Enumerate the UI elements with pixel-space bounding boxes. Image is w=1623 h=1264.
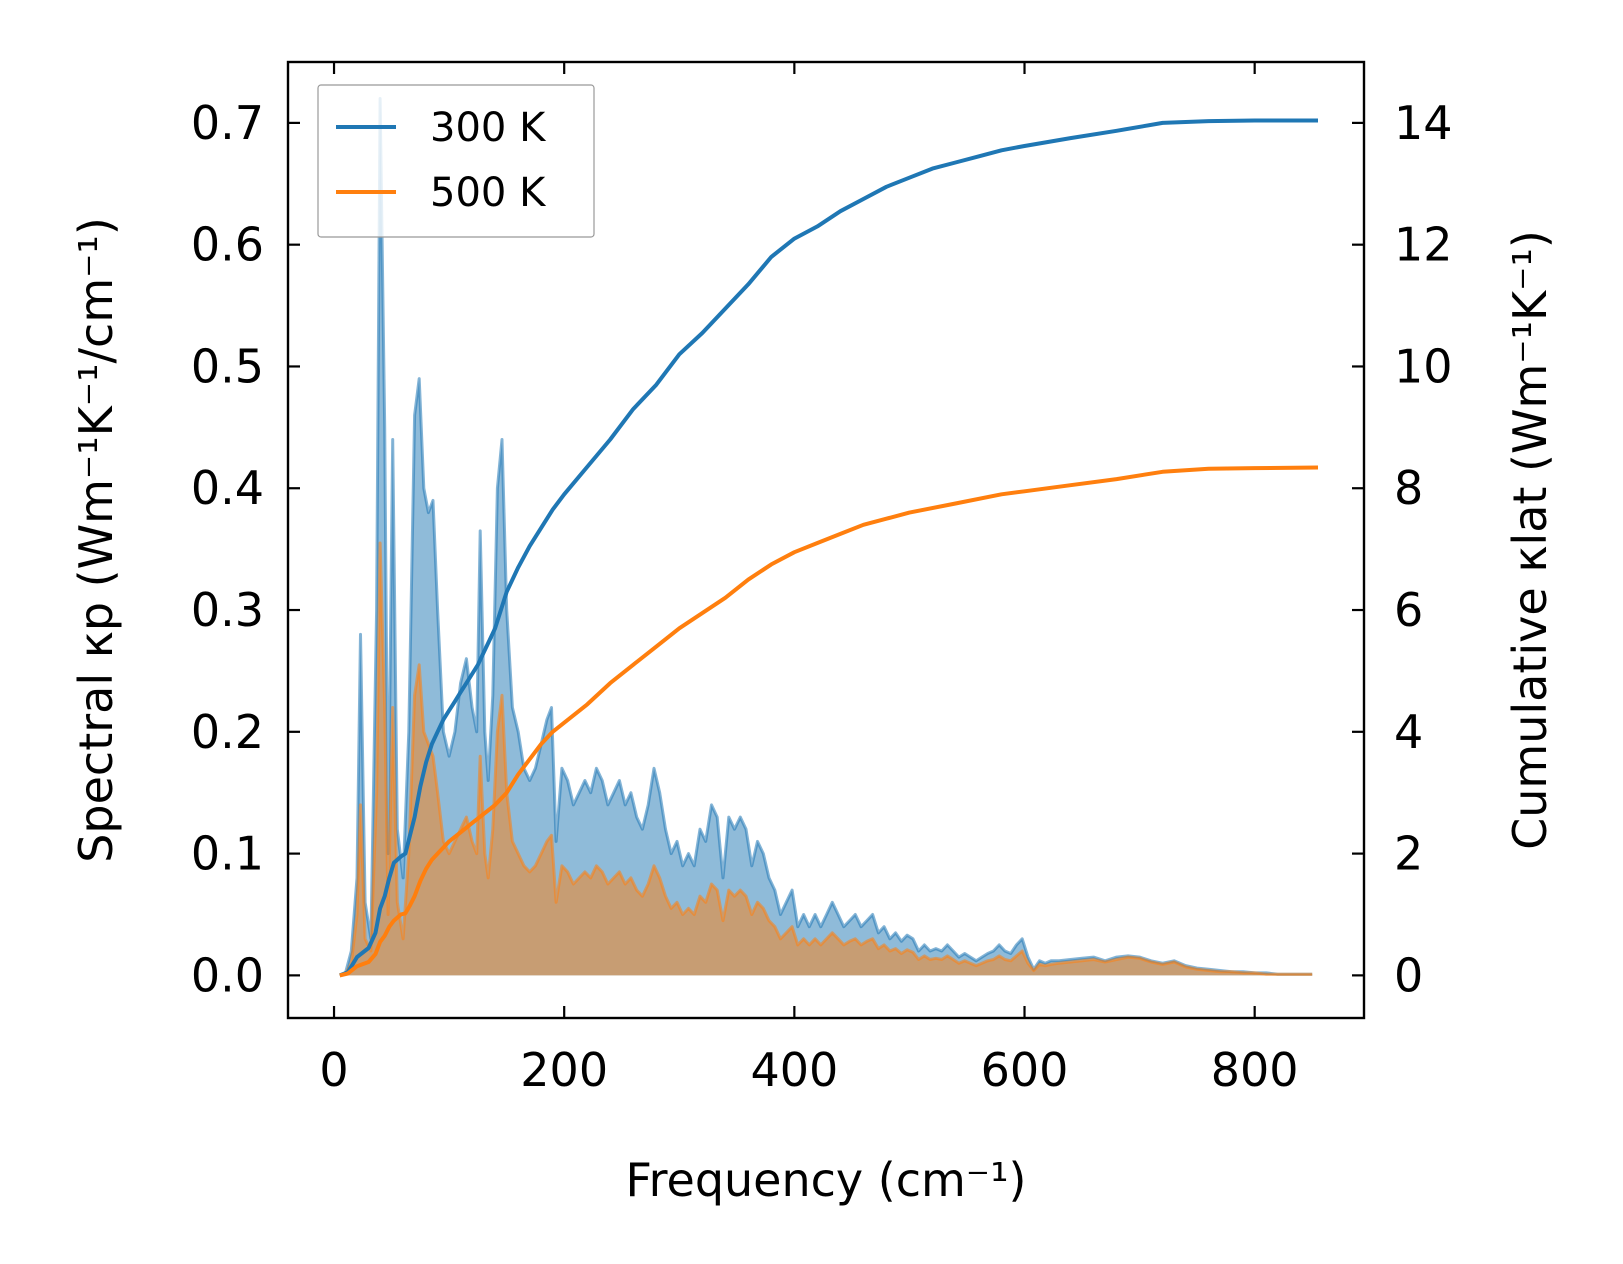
legend-label-500k: 500 K	[430, 170, 547, 216]
x-tick-label: 200	[520, 1043, 608, 1097]
y-tick-label: 0.1	[191, 827, 264, 881]
legend-box	[317, 84, 595, 238]
y2-tick-label: 12	[1394, 218, 1453, 272]
x-axis-label: Frequency (cm⁻¹)	[626, 1153, 1027, 1207]
x-tick-label: 600	[981, 1043, 1069, 1097]
plot-frame	[286, 60, 1366, 1020]
y-tick-label: 0.0	[191, 948, 264, 1002]
plot-area	[339, 97, 1319, 978]
y2-axis-label: Cumulative κlat (Wm⁻¹K⁻¹)	[1503, 230, 1557, 850]
legend-label-300k: 300 K	[430, 105, 547, 151]
x-tick-label: 0	[319, 1043, 348, 1097]
y2-tick-label: 2	[1394, 827, 1423, 881]
y2-tick-label: 0	[1394, 948, 1423, 1002]
y2-tick-label: 4	[1394, 705, 1423, 759]
x-tick-label: 400	[750, 1043, 838, 1097]
y-tick-label: 0.7	[191, 96, 264, 150]
axis-ticks: 0 200 400 600 800 0.0 0.1 0.2 0.3 0.4 0.5 0.6 0.7 0 2 4…	[191, 62, 1453, 1097]
spectral-area-500k	[339, 543, 1313, 976]
cumulative-line-500k	[339, 465, 1319, 978]
y-tick-label: 0.3	[191, 583, 264, 637]
y-axis-label: Spectral κp (Wm⁻¹K⁻¹/cm⁻¹)	[69, 217, 123, 863]
y2-tick-label: 6	[1394, 583, 1423, 637]
y2-tick-label: 8	[1394, 461, 1423, 515]
y2-tick-label: 14	[1394, 96, 1453, 150]
y2-tick-label: 10	[1394, 339, 1453, 393]
y-tick-label: 0.5	[191, 339, 264, 393]
spectral-edge-300k	[339, 97, 1313, 977]
y-tick-label: 0.2	[191, 705, 264, 759]
y-tick-label: 0.4	[191, 461, 264, 515]
cumulative-line-300k	[339, 118, 1318, 978]
y-tick-label: 0.6	[191, 218, 264, 272]
legend: 300 K 500 K	[317, 84, 595, 238]
x-tick-label: 800	[1211, 1043, 1299, 1097]
